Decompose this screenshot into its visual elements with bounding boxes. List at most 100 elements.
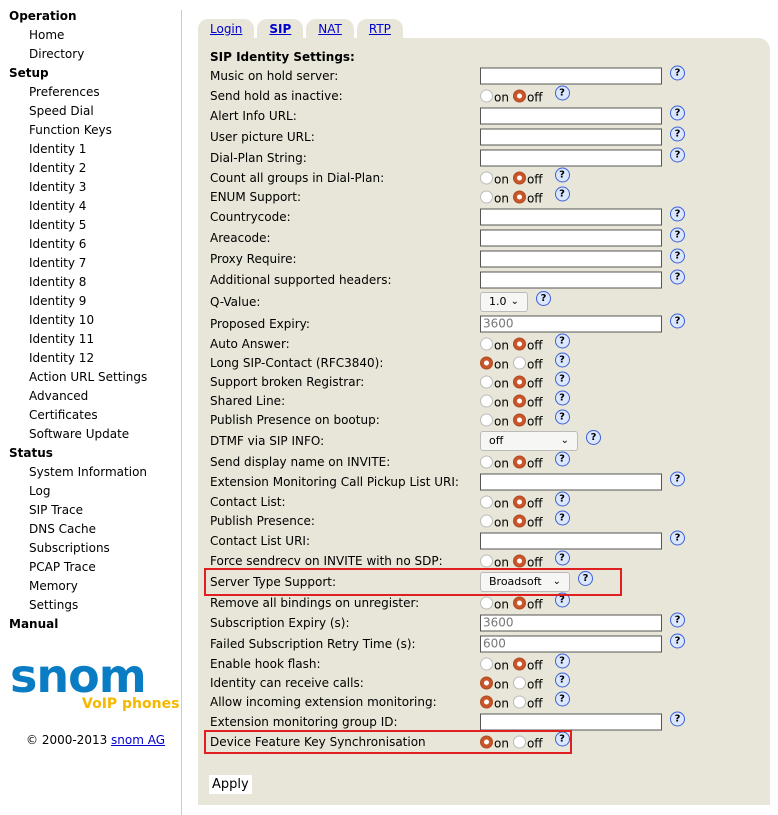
help-icon[interactable]: ?: [670, 313, 685, 328]
tab-link[interactable]: SIP: [269, 22, 292, 36]
sidebar-item[interactable]: Action URL Settings: [29, 370, 148, 384]
tab-nat[interactable]: NAT: [306, 19, 354, 38]
help-icon[interactable]: ?: [554, 85, 570, 100]
sidebar-item[interactable]: Identity 11: [29, 332, 95, 346]
apply-button[interactable]: Apply: [209, 775, 252, 794]
radio-on[interactable]: [480, 735, 493, 748]
radio-on[interactable]: [480, 190, 493, 203]
radio-on[interactable]: [480, 375, 493, 388]
sidebar-item[interactable]: System Information: [29, 465, 148, 479]
text-input[interactable]: [480, 532, 662, 549]
text-input[interactable]: [480, 250, 662, 267]
text-input[interactable]: [480, 713, 662, 730]
help-icon[interactable]: ?: [554, 451, 570, 466]
text-input[interactable]: 3600: [480, 614, 662, 631]
tab-link[interactable]: Login: [210, 22, 243, 36]
help-icon[interactable]: ?: [554, 491, 570, 506]
text-input[interactable]: [480, 208, 662, 225]
radio-off[interactable]: [512, 514, 526, 527]
radio-on[interactable]: [480, 356, 493, 369]
sidebar-item[interactable]: SIP Trace: [29, 503, 84, 517]
help-icon[interactable]: ?: [554, 672, 570, 687]
tab-link[interactable]: RTP: [368, 22, 391, 36]
help-icon[interactable]: ?: [670, 248, 685, 263]
help-icon[interactable]: ?: [586, 430, 601, 445]
radio-off[interactable]: [512, 596, 526, 609]
radio-off[interactable]: [512, 190, 526, 203]
help-icon[interactable]: ?: [554, 371, 570, 386]
help-icon[interactable]: ?: [554, 691, 570, 706]
sidebar-item[interactable]: Preferences: [29, 85, 100, 99]
select-dropdown[interactable]: Broadsoft ⌄: [480, 571, 570, 592]
help-icon[interactable]: ?: [670, 711, 685, 726]
text-input[interactable]: 600: [480, 635, 662, 652]
sidebar-item[interactable]: Home: [29, 28, 65, 42]
select-dropdown[interactable]: off ⌄: [480, 430, 578, 451]
sidebar-item[interactable]: DNS Cache: [29, 522, 96, 536]
help-icon[interactable]: ?: [554, 390, 570, 405]
sidebar-item[interactable]: Memory: [29, 579, 78, 593]
sidebar-item[interactable]: Identity 2: [29, 161, 87, 175]
tab-sip[interactable]: SIP: [257, 19, 304, 38]
sidebar-item[interactable]: Directory: [29, 47, 85, 61]
radio-on[interactable]: [480, 171, 493, 184]
radio-on[interactable]: [480, 657, 493, 670]
tab-login[interactable]: Login: [198, 19, 255, 38]
sidebar-item[interactable]: Identity 10: [29, 313, 95, 327]
radio-on[interactable]: [480, 676, 493, 689]
sidebar-item[interactable]: Identity 1: [29, 142, 87, 156]
sidebar-item[interactable]: Identity 5: [29, 218, 87, 232]
select-dropdown[interactable]: 1.0 ⌄: [480, 291, 528, 312]
radio-on[interactable]: [480, 554, 493, 567]
radio-off[interactable]: [512, 413, 526, 426]
radio-off[interactable]: [512, 356, 526, 369]
help-icon[interactable]: ?: [670, 269, 685, 284]
radio-off[interactable]: [512, 554, 526, 567]
help-icon[interactable]: ?: [670, 530, 685, 545]
help-icon[interactable]: ?: [554, 352, 570, 367]
text-input[interactable]: [480, 229, 662, 246]
radio-on[interactable]: [480, 89, 493, 102]
radio-on[interactable]: [480, 695, 493, 708]
radio-off[interactable]: [512, 657, 526, 670]
radio-on[interactable]: [480, 413, 493, 426]
text-input[interactable]: [480, 473, 662, 490]
help-icon[interactable]: ?: [554, 409, 570, 424]
radio-off[interactable]: [512, 171, 526, 184]
radio-off[interactable]: [512, 337, 526, 350]
radio-on[interactable]: [480, 514, 493, 527]
help-icon[interactable]: ?: [670, 126, 685, 141]
radio-on[interactable]: [480, 596, 493, 609]
sidebar-item[interactable]: Log: [29, 484, 51, 498]
help-icon[interactable]: ?: [554, 510, 570, 525]
sidebar-item[interactable]: Identity 4: [29, 199, 87, 213]
text-input[interactable]: [480, 67, 662, 84]
radio-on[interactable]: [480, 394, 493, 407]
sidebar-item[interactable]: PCAP Trace: [29, 560, 96, 574]
radio-off[interactable]: [512, 394, 526, 407]
help-icon[interactable]: ?: [670, 612, 685, 627]
help-icon[interactable]: ?: [554, 333, 570, 348]
sidebar-item[interactable]: Advanced: [29, 389, 89, 403]
help-icon[interactable]: ?: [578, 571, 593, 586]
help-icon[interactable]: ?: [554, 167, 570, 182]
help-icon[interactable]: ?: [670, 633, 685, 648]
text-input[interactable]: [480, 149, 662, 166]
help-icon[interactable]: ?: [670, 65, 685, 80]
help-icon[interactable]: ?: [554, 186, 570, 201]
help-icon[interactable]: ?: [670, 471, 685, 486]
radio-on[interactable]: [480, 455, 493, 468]
radio-off[interactable]: [512, 89, 526, 102]
help-icon[interactable]: ?: [536, 291, 551, 306]
radio-on[interactable]: [480, 337, 493, 350]
sidebar-item[interactable]: Certificates: [29, 408, 98, 422]
radio-on[interactable]: [480, 495, 493, 508]
radio-off[interactable]: [512, 375, 526, 388]
sidebar-item[interactable]: Identity 12: [29, 351, 95, 365]
sidebar-item[interactable]: Subscriptions: [29, 541, 110, 555]
help-icon[interactable]: ?: [554, 550, 570, 565]
help-icon[interactable]: ?: [554, 653, 570, 668]
text-input[interactable]: [480, 271, 662, 288]
sidebar-item[interactable]: Identity 9: [29, 294, 87, 308]
tab-link[interactable]: NAT: [318, 22, 342, 36]
